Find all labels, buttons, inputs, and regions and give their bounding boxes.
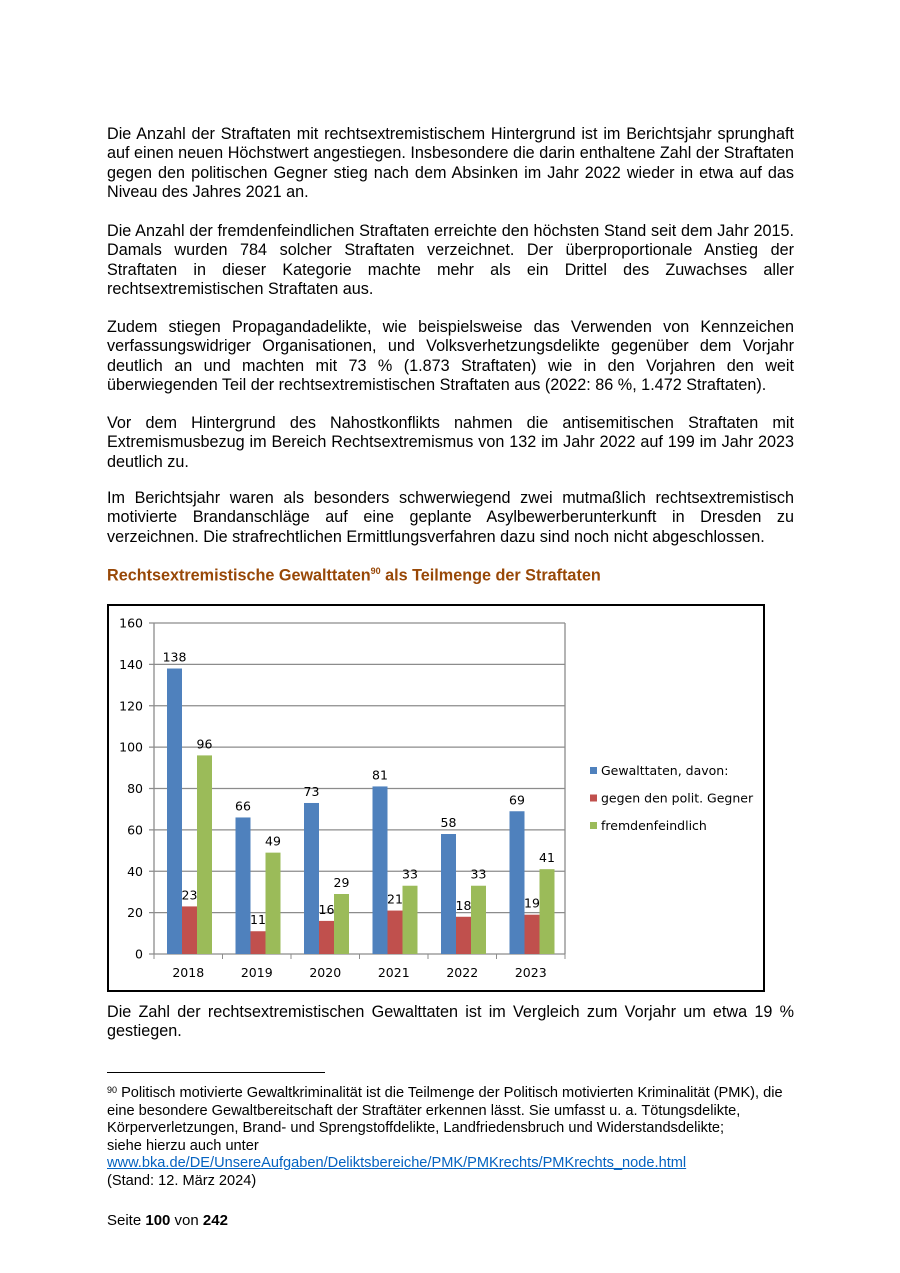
data-label: 18 — [456, 898, 472, 913]
bar-2020-0 — [304, 802, 319, 954]
y-tick-label: 120 — [119, 698, 143, 713]
bar-2021-2 — [402, 885, 418, 954]
footnote-link[interactable]: www.bka.de/DE/UnsereAufgaben/Deliktsbere… — [107, 1155, 687, 1172]
y-tick-label: 0 — [135, 947, 143, 962]
data-label: 58 — [441, 815, 457, 830]
footnote-text: Politisch motivierte Gewaltkriminalität … — [107, 1085, 783, 1137]
footnote: 90 Politisch motivierte Gewaltkriminalit… — [107, 1082, 807, 1191]
data-label: 96 — [197, 736, 213, 751]
x-tick-label: 2021 — [378, 965, 410, 980]
bar-2020-1 — [319, 920, 334, 954]
bar-2022-0 — [441, 834, 456, 954]
legend-label: fremdenfeindlich — [601, 818, 707, 833]
chart-heading: Rechtsextremistische Gewalttaten90 als T… — [107, 566, 601, 585]
paragraph-5: Im Berichtsjahr waren als besonders schw… — [107, 489, 794, 546]
bar-2018-2 — [197, 755, 212, 954]
data-label: 41 — [539, 850, 555, 865]
y-tick-label: 40 — [127, 864, 143, 879]
x-tick-label: 2023 — [515, 965, 547, 980]
bar-2019-0 — [235, 817, 251, 954]
data-label: 23 — [182, 887, 198, 902]
footnote-date: (Stand: 12. März 2024) — [107, 1172, 257, 1189]
x-tick-label: 2018 — [172, 965, 204, 980]
data-label: 69 — [509, 792, 525, 807]
paragraph-2: Die Anzahl der fremdenfeindlichen Straft… — [107, 222, 794, 299]
bar-chart: 0 20 40 60 80 100 120 140 160 138 23 96 2018 66 11 49 20… — [119, 616, 754, 981]
legend-swatch — [590, 822, 597, 829]
paragraph-3: Zudem stiegen Propagandadelikte, wie bei… — [107, 318, 794, 395]
y-tick-label: 160 — [119, 616, 143, 631]
page-number: Seite 100 von 242 — [107, 1212, 228, 1229]
bar-2019-2 — [265, 852, 281, 954]
data-label: 49 — [265, 834, 281, 849]
footnote-see-also: siehe hierzu auch unter — [107, 1137, 259, 1154]
footnote-divider — [107, 1072, 325, 1073]
bar-2019-1 — [250, 931, 266, 954]
legend-label: gegen den polit. Gegner — [601, 791, 754, 806]
legend-swatch — [590, 794, 597, 802]
data-label: 73 — [304, 784, 320, 799]
x-tick-label: 2022 — [446, 965, 478, 980]
bar-2018-1 — [182, 906, 197, 954]
y-tick-label: 20 — [127, 905, 143, 920]
page-prefix: Seite — [107, 1212, 146, 1229]
page-current: 100 — [145, 1212, 171, 1229]
x-tick-label: 2019 — [241, 965, 273, 980]
data-label: 33 — [471, 867, 487, 882]
paragraph-4: Vor dem Hintergrund des Nahostkonflikts … — [107, 414, 794, 471]
chart-heading-text: Rechtsextremistische Gewalttaten — [107, 566, 371, 585]
data-label: 19 — [524, 896, 540, 911]
legend-label: Gewalttaten, davon: — [601, 763, 728, 778]
bar-2021-0 — [372, 786, 388, 954]
paragraph-1: Die Anzahl der Straftaten mit rechtsextr… — [107, 125, 794, 202]
chart-frame: 0 20 40 60 80 100 120 140 160 138 23 96 2018 66 11 49 20… — [107, 604, 765, 992]
paragraph-after-chart: Die Zahl der rechtsextremistischen Gewal… — [107, 1003, 794, 1041]
bar-2023-0 — [509, 811, 525, 954]
bar-2021-1 — [387, 910, 403, 954]
y-tick-label: 60 — [127, 822, 143, 837]
bar-2022-1 — [456, 916, 471, 954]
page-middle: von — [170, 1212, 203, 1229]
bar-2023-2 — [539, 869, 555, 954]
data-label: 66 — [235, 798, 251, 813]
footnote-number: 90 — [107, 1085, 118, 1095]
bar-2018-0 — [167, 668, 182, 954]
bar-2023-1 — [524, 914, 540, 954]
data-label: 81 — [372, 767, 388, 782]
footnote-ref[interactable]: 90 — [370, 566, 381, 576]
y-tick-label: 80 — [127, 781, 143, 796]
page-total: 242 — [202, 1212, 228, 1229]
data-label: 138 — [163, 650, 187, 665]
bar-2020-2 — [334, 894, 349, 954]
data-label: 16 — [319, 902, 335, 917]
bar-2022-2 — [471, 885, 486, 954]
data-label: 33 — [402, 867, 418, 882]
data-label: 11 — [250, 912, 266, 927]
data-label: 29 — [334, 875, 350, 890]
y-tick-label: 140 — [119, 657, 143, 672]
chart-heading-text-after: als Teilmenge der Straftaten — [380, 566, 601, 585]
data-label: 21 — [387, 892, 403, 907]
x-tick-label: 2020 — [309, 965, 341, 980]
y-tick-label: 100 — [119, 740, 143, 755]
legend-swatch — [590, 767, 597, 774]
